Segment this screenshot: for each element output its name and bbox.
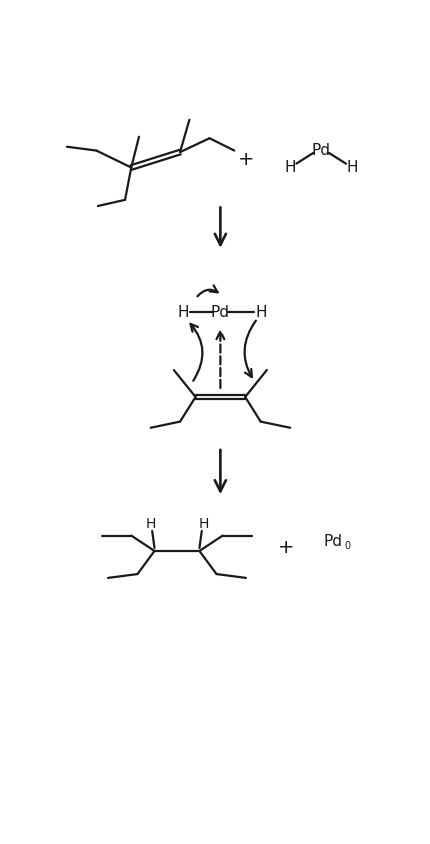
Text: Pd: Pd	[211, 305, 230, 320]
Text: Pd: Pd	[312, 143, 331, 158]
Text: +: +	[238, 150, 254, 170]
Text: H: H	[284, 160, 296, 175]
Text: H: H	[145, 517, 156, 531]
Text: H: H	[178, 305, 189, 320]
Text: H: H	[256, 305, 267, 320]
Text: H: H	[347, 160, 358, 175]
Text: +: +	[278, 538, 295, 556]
Text: H: H	[198, 517, 209, 531]
Text: Pd: Pd	[323, 534, 342, 549]
Text: $\mathregular{^0}$: $\mathregular{^0}$	[344, 540, 351, 555]
